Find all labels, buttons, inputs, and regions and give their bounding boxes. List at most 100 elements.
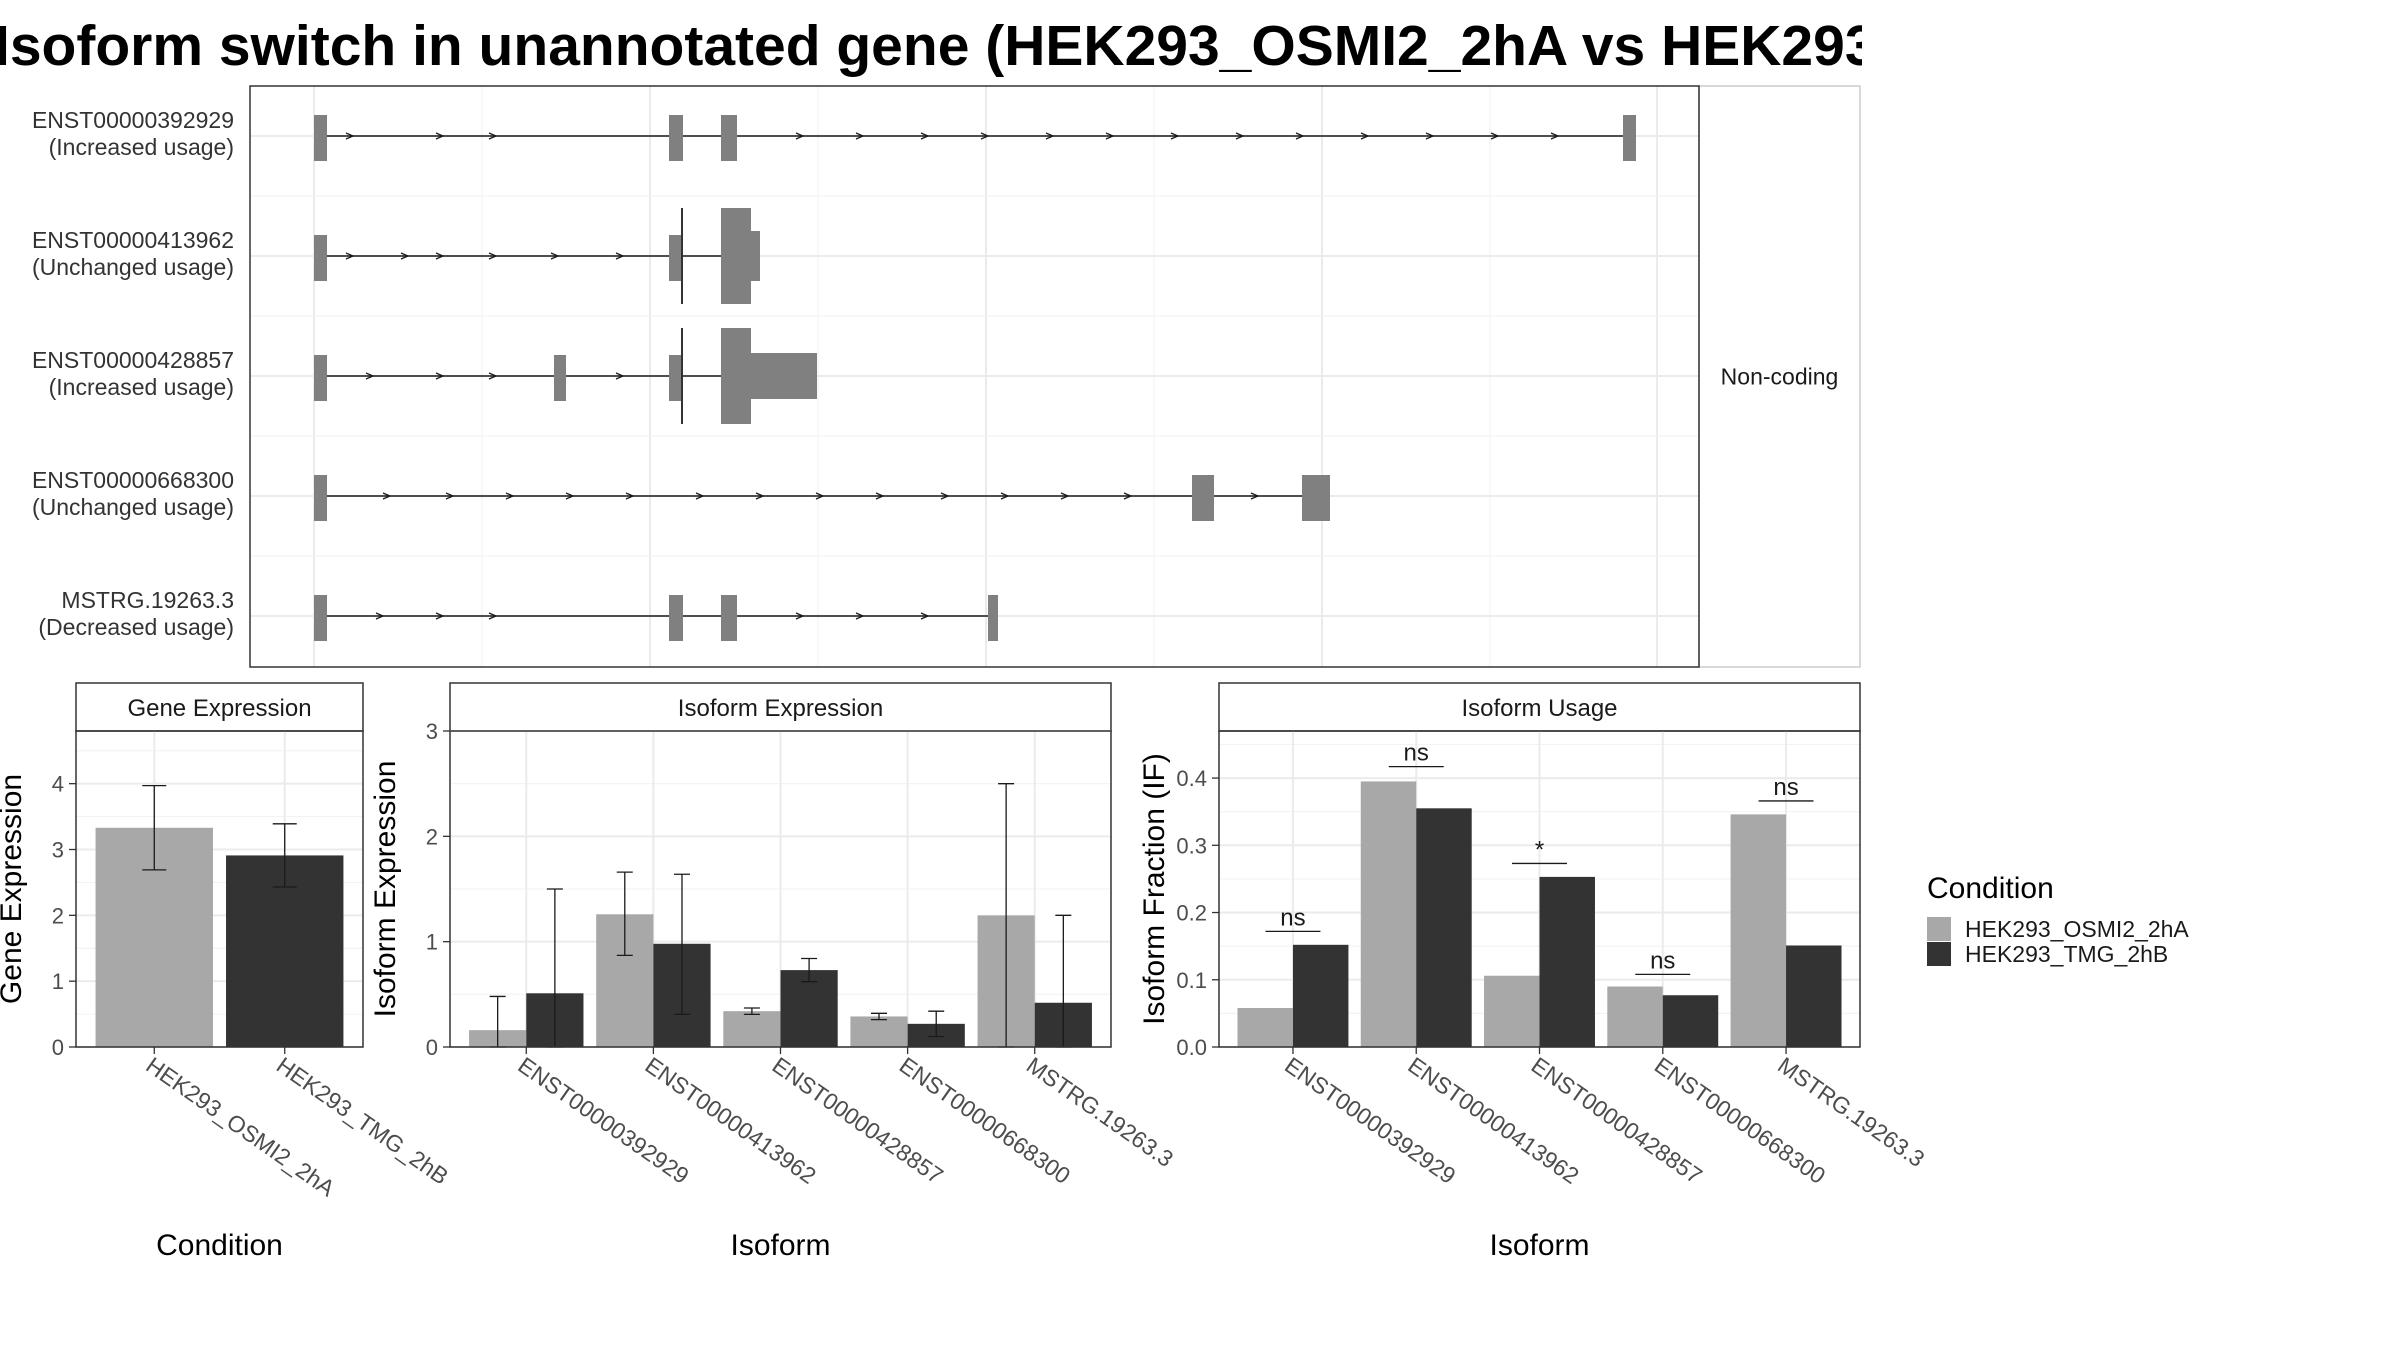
bar: [1360, 781, 1417, 1047]
panel-border: [75, 730, 364, 1048]
exon: [314, 595, 327, 641]
intron-arrow: [615, 372, 625, 380]
bar: [780, 970, 838, 1047]
chart-title: Isoform switch in unannotated gene (HEK2…: [0, 14, 1862, 78]
intron-arrow: [795, 612, 805, 620]
intron-arrow: [488, 132, 498, 140]
transcript-usage-label: (Increased usage): [49, 134, 234, 160]
intron-arrow: [855, 132, 865, 140]
exon-cds: [751, 353, 817, 399]
panel-strip: [449, 682, 1112, 732]
exon: [721, 115, 737, 161]
intron-arrow: [488, 372, 498, 380]
exon: [669, 355, 683, 401]
exon-cds: [751, 231, 760, 281]
exon: [554, 355, 566, 401]
legend-item-label: HEK293_TMG_2hB: [1965, 941, 2168, 967]
y-axis-title: Gene Expression: [0, 774, 28, 1004]
exon: [1623, 115, 1636, 161]
intron-arrow: [565, 492, 575, 500]
intron-arrow: [488, 252, 498, 260]
bar: [1662, 995, 1719, 1047]
panel-strip-title: Gene Expression: [127, 695, 311, 722]
intron-arrow: [1060, 492, 1070, 500]
exon: [669, 115, 683, 161]
y-tick-label: 3: [426, 719, 438, 744]
intron-arrow: [1000, 492, 1010, 500]
exon: [314, 475, 327, 521]
y-tick-label: 0: [52, 1035, 64, 1060]
intron-arrow: [1105, 132, 1115, 140]
intron-arrow: [550, 252, 560, 260]
significance-label: *: [1535, 836, 1544, 863]
intron-arrow: [920, 132, 930, 140]
legend-title: Condition: [1927, 872, 2054, 905]
intron-arrow: [1295, 132, 1305, 140]
intron-arrow: [1045, 132, 1055, 140]
y-tick-label: 0.0: [1176, 1035, 1207, 1060]
y-tick-label: 2: [52, 903, 64, 928]
exon: [314, 355, 327, 401]
intron-arrow: [365, 372, 375, 380]
transcript-id-label: ENST00000428857: [32, 347, 234, 373]
transcript-id-label: ENST00000392929: [32, 107, 234, 133]
intron-arrow: [375, 612, 385, 620]
legend-item-label: HEK293_OSMI2_2hA: [1965, 916, 2189, 942]
bar: [723, 1011, 781, 1047]
facet-strip: [1698, 85, 1861, 668]
bar: [1730, 814, 1787, 1047]
y-tick-label: 3: [52, 838, 64, 863]
transcript-id-label: MSTRG.19263.3: [61, 587, 234, 613]
intron-arrow: [400, 252, 410, 260]
panel-strip: [75, 682, 364, 732]
exon: [1302, 475, 1330, 521]
significance-label: ns: [1650, 947, 1675, 974]
y-tick-label: 0: [426, 1035, 438, 1060]
y-tick-label: 0.4: [1176, 766, 1207, 791]
y-tick-label: 2: [426, 824, 438, 849]
exon: [669, 235, 683, 281]
intron-arrow: [920, 612, 930, 620]
y-tick-label: 0.2: [1176, 901, 1207, 926]
transcript-id-label: ENST00000668300: [32, 467, 234, 493]
intron-arrow: [1235, 132, 1245, 140]
intron-arrow: [875, 492, 885, 500]
exon: [314, 235, 327, 281]
transcript-usage-label: (Unchanged usage): [32, 254, 234, 280]
intron-arrow: [980, 132, 990, 140]
exon-cds: [721, 208, 751, 304]
legend-swatch: [1927, 942, 1951, 966]
exon: [669, 595, 683, 641]
intron-arrow: [755, 492, 765, 500]
bar: [1484, 975, 1540, 1047]
facet-strip-label: Non-coding: [1721, 364, 1839, 390]
y-tick-label: 1: [52, 969, 64, 994]
y-tick-label: 4: [52, 772, 64, 797]
intron-arrow: [615, 252, 625, 260]
intron-arrow: [1550, 132, 1560, 140]
intron-arrow: [855, 612, 865, 620]
bar: [1607, 986, 1663, 1047]
intron-arrow: [795, 132, 805, 140]
y-tick-label: 1: [426, 930, 438, 955]
intron-arrow: [1170, 132, 1180, 140]
exon: [721, 595, 737, 641]
intron-arrow: [1425, 132, 1435, 140]
intron-arrow: [625, 492, 635, 500]
intron-arrow: [345, 252, 355, 260]
intron-arrow: [1360, 132, 1370, 140]
intron-arrow: [1490, 132, 1500, 140]
significance-label: ns: [1280, 904, 1305, 931]
bar: [1539, 876, 1595, 1047]
intron-arrow: [435, 372, 445, 380]
panel-strip-title: Isoform Expression: [678, 695, 883, 722]
x-axis-title: Isoform: [730, 1229, 830, 1262]
bar: [1416, 808, 1472, 1047]
intron-arrow: [505, 492, 515, 500]
structure-panel-border: [249, 85, 1700, 668]
exon: [1192, 475, 1214, 521]
intron-arrow: [435, 252, 445, 260]
x-axis-title: Isoform: [1489, 1229, 1589, 1262]
legend-swatch: [1927, 917, 1951, 941]
y-tick-label: 0.3: [1176, 833, 1207, 858]
